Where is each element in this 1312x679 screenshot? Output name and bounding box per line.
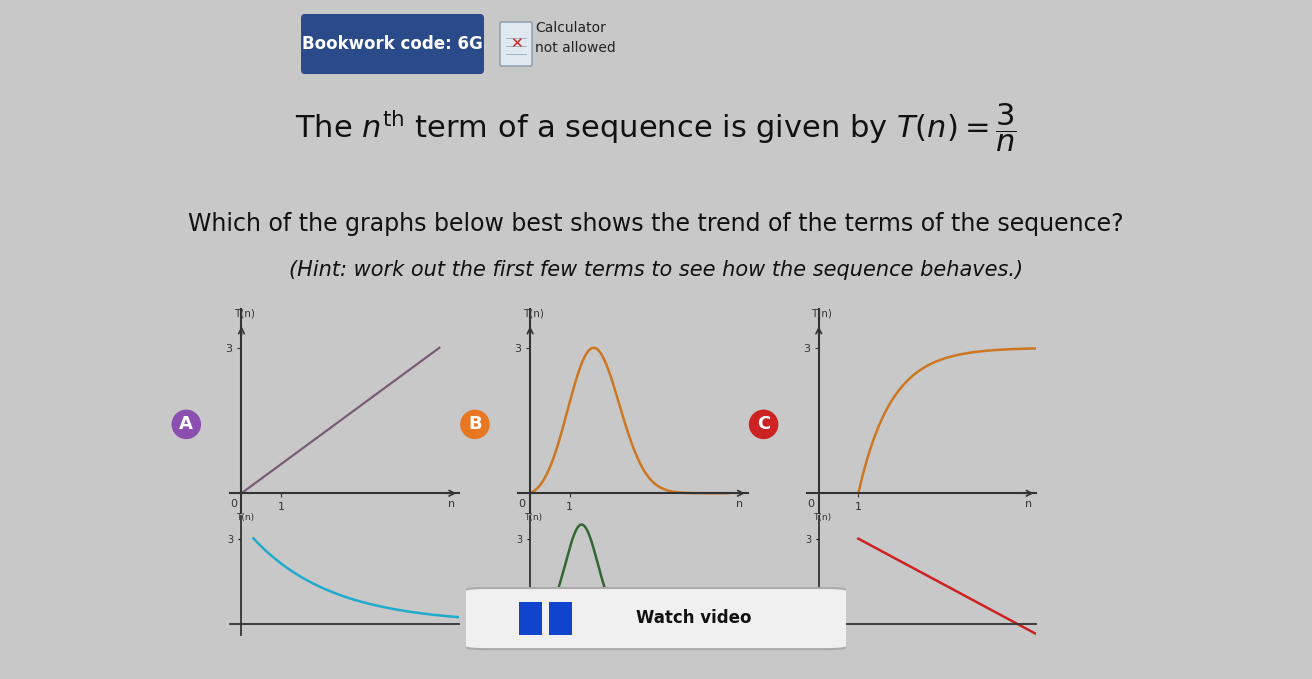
Text: 0: 0 (518, 499, 526, 509)
Text: T(n): T(n) (812, 308, 832, 318)
FancyBboxPatch shape (462, 588, 850, 649)
Text: T(n): T(n) (525, 513, 542, 522)
Bar (550, 602, 572, 635)
Text: C: C (757, 416, 770, 433)
Text: 0: 0 (807, 499, 815, 509)
Text: ✕: ✕ (509, 37, 522, 52)
Text: A: A (180, 416, 193, 433)
Text: T(n): T(n) (813, 513, 830, 522)
Text: Which of the graphs below best shows the trend of the terms of the sequence?: Which of the graphs below best shows the… (188, 212, 1124, 236)
Text: B: B (468, 416, 482, 433)
Text: The $n^{\mathrm{th}}$ term of a sequence is given by $T(n) = \dfrac{3}{n}$: The $n^{\mathrm{th}}$ term of a sequence… (295, 102, 1017, 154)
Text: T(n): T(n) (523, 308, 543, 318)
Text: n: n (447, 499, 455, 509)
Bar (520, 602, 542, 635)
Text: not allowed: not allowed (535, 41, 615, 55)
Text: n: n (736, 499, 744, 509)
FancyBboxPatch shape (300, 14, 484, 74)
Text: T(n): T(n) (235, 308, 255, 318)
FancyBboxPatch shape (500, 22, 531, 66)
Text: n: n (1025, 499, 1033, 509)
Text: T(n): T(n) (236, 513, 253, 522)
Text: Calculator: Calculator (535, 21, 606, 35)
Text: 0: 0 (230, 499, 237, 509)
Text: Bookwork code: 6G: Bookwork code: 6G (302, 35, 483, 53)
Text: Watch video: Watch video (636, 609, 752, 627)
Text: (Hint: work out the first few terms to see how the sequence behaves.): (Hint: work out the first few terms to s… (289, 260, 1023, 280)
